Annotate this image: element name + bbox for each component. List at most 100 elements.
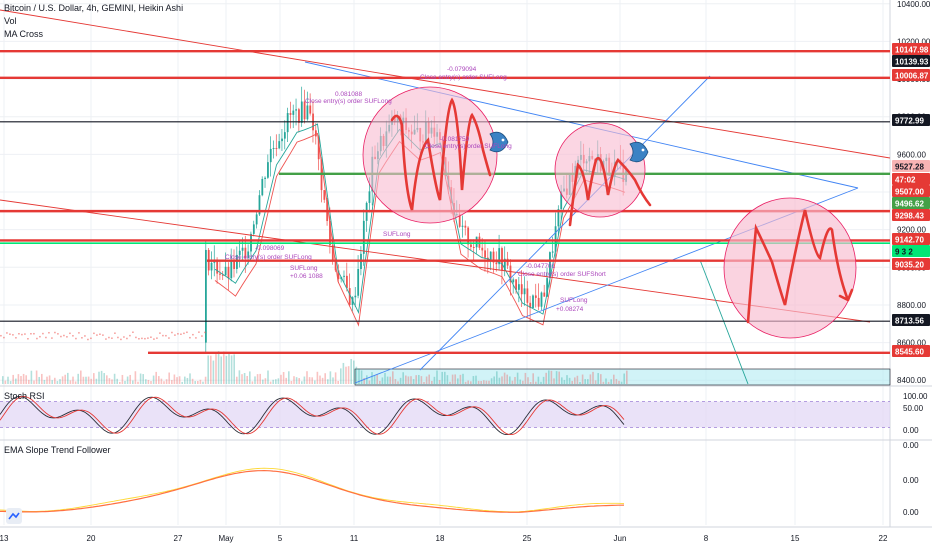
candle xyxy=(15,337,17,339)
volume-bar xyxy=(132,380,134,384)
indicator-ma-cross-label[interactable]: MA Cross xyxy=(4,29,44,39)
candle xyxy=(298,109,300,123)
volume-bar xyxy=(316,371,319,384)
indicator-vol-label[interactable]: Vol xyxy=(4,16,17,26)
time-tick-label: May xyxy=(218,534,233,543)
volume-bar xyxy=(501,376,503,384)
volume-bar xyxy=(64,374,66,384)
volume-bar xyxy=(194,381,196,384)
candle xyxy=(267,162,269,178)
candle xyxy=(174,334,176,336)
volume-bar xyxy=(293,376,295,384)
candle xyxy=(99,333,101,335)
ema-orange-line xyxy=(0,469,625,513)
ema-slope-title[interactable]: EMA Slope Trend Follower xyxy=(4,445,111,455)
volume-bar xyxy=(4,380,7,384)
volume-bar xyxy=(321,377,324,384)
price-tag xyxy=(892,185,930,197)
candle xyxy=(289,113,292,115)
volume-bar xyxy=(483,380,485,384)
volume-bar xyxy=(51,380,53,384)
candle xyxy=(102,334,104,336)
volume-bar xyxy=(106,375,108,384)
volume-bar xyxy=(17,374,20,384)
volume-bar xyxy=(337,380,339,384)
volume-bar xyxy=(368,380,371,384)
volume-bar xyxy=(441,371,443,384)
candle xyxy=(475,236,478,248)
volume-bar xyxy=(576,375,579,384)
trendline-green-diagonal xyxy=(699,259,749,385)
volume-bar xyxy=(290,380,293,384)
volume-bar xyxy=(405,375,407,384)
volume-bar xyxy=(275,379,277,384)
volume-bar xyxy=(358,368,360,384)
volume-bar xyxy=(568,377,571,384)
candle xyxy=(283,132,286,139)
candle xyxy=(337,270,340,280)
candle xyxy=(153,338,155,340)
volume-bar xyxy=(98,371,100,384)
volume-bar xyxy=(59,379,61,384)
price-tag xyxy=(892,258,930,270)
strategy-annotation: Close entry(s) order SUFLong xyxy=(225,254,312,261)
volume-bar xyxy=(602,381,605,384)
price-tag xyxy=(892,245,930,257)
candle xyxy=(123,336,125,338)
volume-bar xyxy=(9,381,12,384)
candle xyxy=(458,214,461,227)
fish-body xyxy=(629,141,649,163)
highlight-circle-right xyxy=(723,197,857,339)
strategy-annotation: +0.08274 xyxy=(556,306,584,313)
tradingview-logo-icon[interactable] xyxy=(6,508,22,524)
volume-bar xyxy=(2,376,4,384)
volume-bar xyxy=(295,377,298,384)
ema-yellow-line xyxy=(0,467,624,513)
candle xyxy=(281,138,283,142)
volume-bar xyxy=(425,376,428,384)
candle xyxy=(331,245,334,260)
candle xyxy=(272,148,275,150)
price-tag xyxy=(892,160,930,172)
price-tag xyxy=(892,69,930,81)
price-tag-label: 9142.70 xyxy=(895,236,924,245)
volume-bar xyxy=(555,371,558,384)
time-tick-label: 20 xyxy=(87,534,96,543)
candle xyxy=(66,336,68,338)
volume-bar xyxy=(129,374,131,384)
candle xyxy=(241,247,244,251)
candle xyxy=(147,337,149,339)
candle xyxy=(114,332,116,334)
volume-bar xyxy=(522,380,524,384)
volume-bar xyxy=(626,370,628,384)
candle xyxy=(9,333,11,335)
volume-bar xyxy=(454,374,456,384)
candle xyxy=(481,247,484,251)
volume-bar xyxy=(524,372,527,384)
volume-bar xyxy=(548,370,550,384)
symbol-title[interactable]: Bitcoin / U.S. Dollar, 4h, GEMINI, Heiki… xyxy=(4,3,184,13)
strategy-annotation: SUFLong xyxy=(560,297,588,304)
strategy-annotation: -0.079094 xyxy=(447,66,477,73)
volume-bar xyxy=(230,355,233,384)
candle xyxy=(108,336,110,339)
volume-bar xyxy=(54,377,56,384)
price-tag xyxy=(892,197,930,209)
volume-bar xyxy=(511,380,514,384)
volume-bar xyxy=(605,378,607,384)
volume-bar xyxy=(607,381,610,384)
candle xyxy=(464,225,467,228)
volume-bar xyxy=(28,379,30,384)
price-tick-label: 8400.00 xyxy=(897,376,926,385)
candle xyxy=(512,279,515,283)
candle xyxy=(551,251,554,253)
volume-bar xyxy=(277,378,280,384)
time-tick-label: 11 xyxy=(350,534,359,543)
volume-bar xyxy=(431,380,433,384)
stoch-rsi-title[interactable]: Stoch RSI xyxy=(4,391,45,401)
volume-bar xyxy=(550,370,553,384)
volume-bar xyxy=(173,374,176,384)
candle xyxy=(204,331,206,334)
price-tag-label: 10147.98 xyxy=(895,46,929,55)
volume-bar xyxy=(327,379,329,384)
